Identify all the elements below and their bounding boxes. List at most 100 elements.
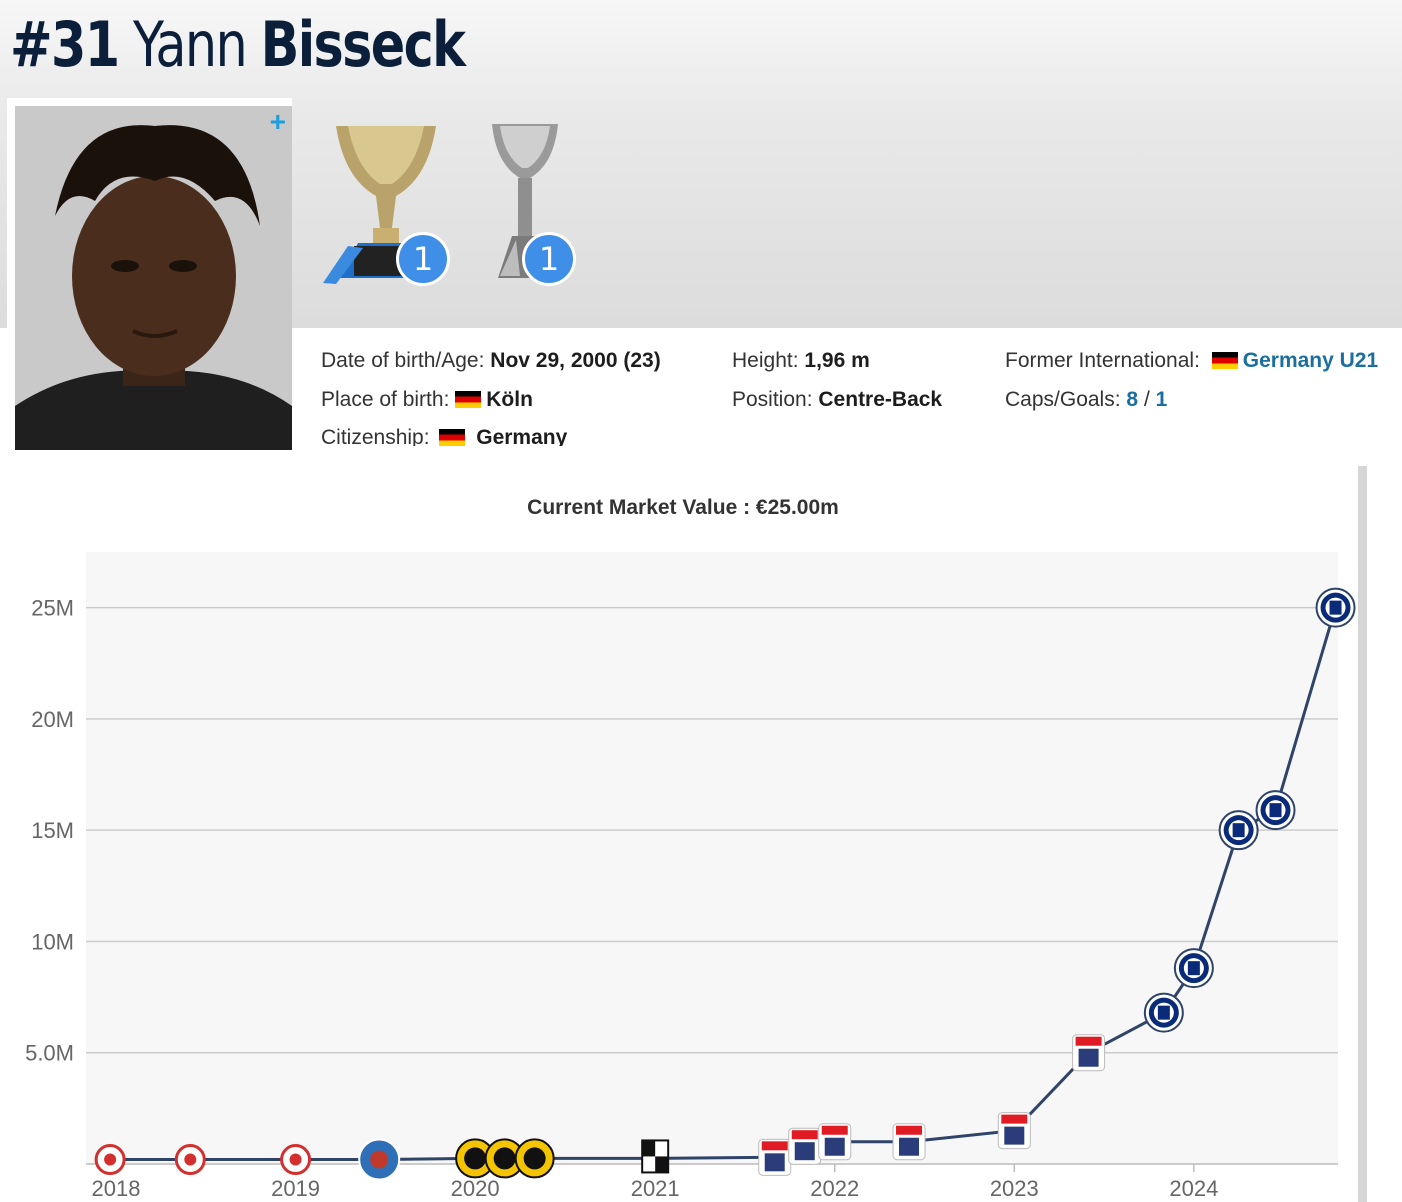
height-row: Height: 1,96 m <box>732 349 870 373</box>
vitoria-guimaraes-logo <box>641 1139 670 1174</box>
agf-aarhus-logo-text <box>1001 1114 1028 1124</box>
roda-jc-logo <box>484 1138 525 1179</box>
last-name: Bisseck <box>260 8 466 81</box>
inter-milan-logo-ring <box>1260 795 1291 826</box>
agf-aarhus-logo <box>892 1123 926 1161</box>
x-tick-label: 2023 <box>990 1176 1039 1201</box>
caps-label: Caps/Goals: <box>1005 388 1121 411</box>
x-tick-label: 2018 <box>92 1176 141 1201</box>
agf-aarhus-logo-text <box>791 1130 818 1140</box>
height-value: 1,96 m <box>804 349 870 372</box>
dob-value: Nov 29, 2000 (23) <box>490 349 661 372</box>
caps-row: Caps/Goals: 8 / 1 <box>1005 388 1167 412</box>
agf-aarhus-logo <box>758 1138 792 1176</box>
citizenship-row: Citizenship: Germany <box>321 426 567 446</box>
x-tick-label: 2019 <box>271 1176 320 1201</box>
inter-milan-logo-inner <box>1153 1002 1174 1023</box>
caps-separator: / <box>1143 388 1150 411</box>
fc-koln-logo <box>94 1144 126 1176</box>
trophy-italian-supercup[interactable]: 1 <box>470 118 620 298</box>
trophy-italian-league[interactable]: 1 <box>318 118 468 298</box>
inter-milan-logo <box>1315 587 1356 628</box>
pob-row: Place of birth: Köln <box>321 388 533 412</box>
x-tick-label: 2022 <box>810 1176 859 1201</box>
agf-aarhus-logo <box>818 1123 852 1161</box>
caps-link[interactable]: 8 <box>1126 388 1139 411</box>
inter-milan-logo-inner <box>1265 800 1286 821</box>
player-photo-frame[interactable]: + <box>7 98 292 450</box>
agf-aarhus-logo-text <box>761 1141 788 1151</box>
agf-aarhus-logo-shield <box>764 1153 785 1172</box>
agf-aarhus-logo <box>1072 1034 1106 1072</box>
vitoria-guimaraes-logo-quarter2 <box>655 1156 669 1173</box>
trophy-count-badge: 1 <box>522 232 576 286</box>
x-tick-label: 2021 <box>631 1176 680 1201</box>
height-label: Height: <box>732 349 799 372</box>
add-photo-icon[interactable]: + <box>269 106 286 137</box>
agf-aarhus-logo <box>997 1112 1031 1150</box>
germany-flag-icon <box>1211 352 1238 369</box>
inter-milan-logo-ring <box>1223 815 1254 846</box>
y-tick-label: 5.0M <box>25 1041 74 1066</box>
international-team-link[interactable]: Germany U21 <box>1242 349 1379 372</box>
citizenship-label: Citizenship: <box>321 426 430 446</box>
agf-aarhus-logo-shield <box>794 1142 815 1161</box>
agf-aarhus-logo <box>788 1127 822 1165</box>
fc-koln-logo-inner <box>289 1153 302 1166</box>
position-row: Position: Centre-Back <box>732 388 942 412</box>
fc-koln-logo-inner <box>104 1153 117 1166</box>
agf-aarhus-logo-text <box>821 1125 848 1135</box>
inter-milan-logo <box>1255 790 1296 831</box>
player-portrait-icon <box>15 106 292 450</box>
vitoria-guimaraes-logo-quarter <box>642 1140 656 1157</box>
inter-milan-logo-inner <box>1183 958 1204 979</box>
agf-aarhus-logo-shield <box>1004 1126 1025 1145</box>
first-name: Yann <box>132 8 248 81</box>
agf-aarhus-logo-shield <box>899 1137 920 1156</box>
series-line <box>110 607 1337 1161</box>
position-value: Centre-Back <box>818 388 943 411</box>
germany-flag-icon <box>439 429 466 446</box>
pob-value: Köln <box>486 388 533 411</box>
roda-jc-logo-inner <box>523 1147 546 1170</box>
inter-milan-logo-inner <box>1228 820 1249 841</box>
position-label: Position: <box>732 388 813 411</box>
dob-label: Date of birth/Age: <box>321 349 485 372</box>
inter-milan-logo <box>1143 992 1184 1033</box>
fc-koln-logo <box>174 1144 206 1176</box>
fc-koln-logo <box>280 1144 312 1176</box>
agf-aarhus-logo-shield <box>824 1137 845 1156</box>
inter-milan-logo-letter <box>1157 1005 1170 1020</box>
plot-area <box>86 552 1338 1164</box>
inter-milan-logo-letter <box>1269 803 1282 818</box>
shirt-number: #31 <box>10 8 120 81</box>
roda-jc-logo <box>455 1138 496 1179</box>
dob-row: Date of birth/Age: Nov 29, 2000 (23) <box>321 349 661 373</box>
inter-milan-logo-letter <box>1232 823 1245 838</box>
roda-jc-logo-inner <box>464 1147 487 1170</box>
fc-koln-logo-inner <box>184 1153 197 1166</box>
trophy-count-badge: 1 <box>396 232 450 286</box>
goals-link[interactable]: 1 <box>1155 388 1168 411</box>
international-label: Former International: <box>1005 349 1200 372</box>
inter-milan-logo-ring <box>1148 997 1179 1028</box>
inter-milan-logo-inner <box>1325 597 1346 618</box>
scrollbar[interactable] <box>1358 466 1367 1202</box>
holstein-kiel-logo <box>358 1138 401 1181</box>
agf-aarhus-logo-shield <box>1078 1048 1099 1067</box>
inter-milan-logo <box>1218 810 1259 851</box>
x-tick-label: 2024 <box>1169 1176 1218 1201</box>
player-photo: + <box>15 106 292 450</box>
agf-aarhus-logo-text <box>1075 1036 1102 1046</box>
citizenship-value: Germany <box>476 426 568 446</box>
inter-milan-logo-letter <box>1187 961 1200 976</box>
international-row: Former International: Germany U21 <box>1005 349 1378 373</box>
roda-jc-logo <box>514 1138 555 1179</box>
chart-title: Current Market Value : €25.00m <box>527 496 839 519</box>
y-tick-label: 20M <box>31 707 74 732</box>
inter-milan-logo-ring <box>1178 953 1209 984</box>
page-title: #31 Yann Bisseck <box>10 2 466 88</box>
germany-flag-icon <box>455 391 482 408</box>
y-tick-label: 15M <box>31 818 74 843</box>
roda-jc-logo-inner <box>493 1147 516 1170</box>
